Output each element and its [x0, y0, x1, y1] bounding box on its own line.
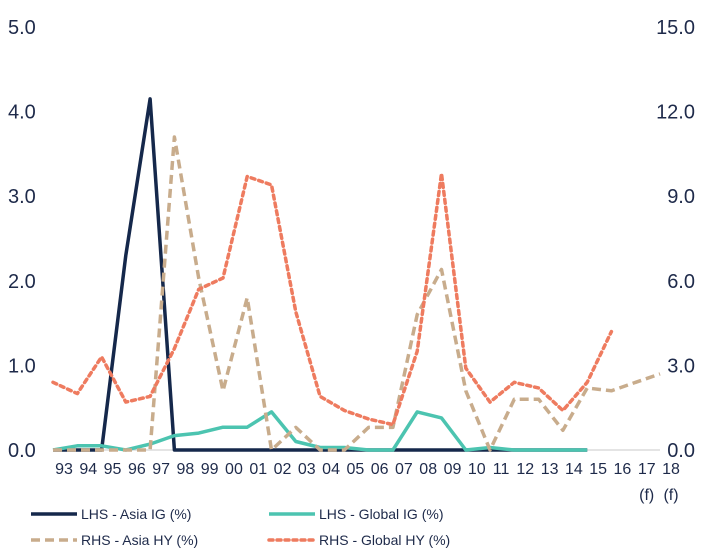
x-axis-tick-label: 96: [128, 461, 146, 478]
x-axis-tick-label: 13: [541, 461, 559, 478]
x-axis-tick-label: 09: [444, 461, 462, 478]
right-axis-tick-label: 0.0: [667, 440, 695, 462]
x-axis-tick-label: 15: [589, 461, 607, 478]
x-axis-tick-label: 14: [565, 461, 583, 478]
legend-label: LHS - Global IG (%): [319, 506, 443, 522]
series-line-3: [53, 135, 661, 452]
x-axis-tick-label: 03: [298, 461, 316, 478]
series-lines: [51, 97, 661, 452]
left-axis-tick-label: 1.0: [8, 355, 36, 377]
x-axis-tick-suffix: (f): [663, 487, 678, 504]
x-axis-tick-label: 93: [55, 461, 73, 478]
legend-label: RHS - Global HY (%): [319, 532, 450, 548]
x-axis-tick-label: 11: [493, 461, 510, 478]
left-axis-tick-label: 2.0: [8, 271, 36, 293]
x-axis-tick-label: 99: [201, 461, 219, 478]
right-axis-ticks: 0.0 3.0 6.0 9.0 12.0 15.0: [656, 17, 695, 462]
x-axis-tick-label: 06: [371, 461, 389, 478]
x-axis-tick-label: 02: [274, 461, 292, 478]
x-axis-tick-label: 12: [516, 461, 534, 478]
series-line-2: [52, 410, 588, 452]
left-axis-ticks: 0.0 1.0 2.0 3.0 4.0 5.0: [8, 17, 36, 462]
series-line-4: [51, 171, 614, 427]
right-axis-tick-label: 15.0: [656, 17, 695, 39]
x-axis-tick-label: 05: [346, 461, 364, 478]
x-axis-tick-label: 95: [104, 461, 122, 478]
right-axis-tick-label: 12.0: [656, 102, 695, 124]
x-axis-tick-label: 94: [79, 461, 97, 478]
x-axis-tick-label: 04: [322, 461, 340, 478]
x-axis-tick-label: 97: [152, 461, 170, 478]
legend-label: RHS - Asia HY (%): [81, 532, 198, 548]
legend-label: LHS - Asia IG (%): [81, 506, 191, 522]
x-axis-tick-suffix: (f): [639, 487, 654, 504]
left-axis-tick-label: 0.0: [8, 440, 36, 462]
left-axis-tick-label: 3.0: [8, 186, 36, 208]
legend: LHS - Asia IG (%) LHS - Global IG (%) RHS …: [31, 506, 450, 548]
x-axis-tick-label: 16: [614, 461, 632, 478]
x-axis-ticks: 93 94 95 96 97 98 99 00 01 02 03 04 05 06 07 08 09 10 11 12…: [55, 461, 680, 504]
x-axis-tick-label: 01: [249, 461, 267, 478]
left-axis-tick-label: 5.0: [8, 17, 36, 39]
x-axis-tick-label: 18: [662, 461, 680, 478]
left-axis-tick-label: 4.0: [8, 102, 36, 124]
right-axis-tick-label: 3.0: [667, 355, 695, 377]
x-axis-tick-label: 00: [225, 461, 243, 478]
x-axis-tick-label: 07: [395, 461, 413, 478]
x-axis-tick-label: 98: [177, 461, 195, 478]
right-axis-tick-label: 9.0: [667, 186, 695, 208]
x-axis-tick-label: 10: [468, 461, 486, 478]
x-axis-tick-label: 08: [419, 461, 437, 478]
right-axis-tick-label: 6.0: [667, 271, 695, 293]
x-axis-tick-label: 17: [638, 461, 656, 478]
